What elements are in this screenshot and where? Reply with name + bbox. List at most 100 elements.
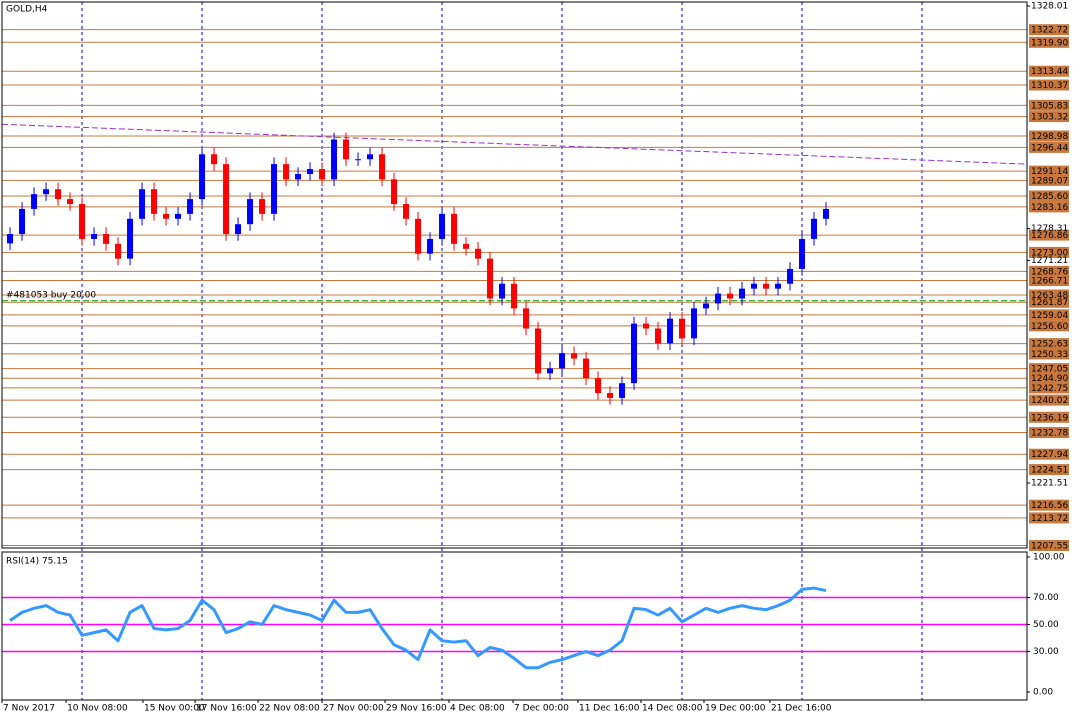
level-label: 1244.90 xyxy=(1031,374,1068,384)
level-label-box xyxy=(1029,372,1069,384)
level-label: 1322.72 xyxy=(1031,26,1068,36)
candle-body xyxy=(703,303,710,309)
x-tick-label: 10 Nov 08:00 xyxy=(67,704,128,714)
candle-body xyxy=(607,393,614,398)
level-label: 1283.16 xyxy=(1031,203,1068,213)
level-label: 1313.44 xyxy=(1031,67,1068,77)
level-label-box xyxy=(1029,499,1069,511)
level-label: 1305.83 xyxy=(1031,101,1068,111)
level-label-box xyxy=(1029,165,1069,177)
candle-body xyxy=(535,328,542,374)
level-label: 1232.78 xyxy=(1031,429,1068,439)
candle-body xyxy=(283,164,290,180)
y-tick-label: 1328.01 xyxy=(1031,1,1068,11)
candle-body xyxy=(43,189,50,195)
level-label: 1227.94 xyxy=(1031,450,1068,460)
level-label-box xyxy=(1029,275,1069,287)
candle-body xyxy=(55,189,62,200)
rsi-window xyxy=(2,586,1027,670)
x-tick-label: 21 Dec 16:00 xyxy=(771,704,832,714)
level-label-box xyxy=(1029,512,1069,524)
level-label-box xyxy=(1029,36,1069,48)
level-label: 1285.60 xyxy=(1031,192,1068,202)
level-label: 1256.60 xyxy=(1031,322,1068,332)
level-label-box xyxy=(1029,24,1069,36)
candle-body xyxy=(811,218,818,239)
level-label-box xyxy=(1029,289,1069,301)
candle-body xyxy=(475,248,482,259)
y-tick-label: 1278.31 xyxy=(1031,224,1068,234)
level-label-box xyxy=(1029,201,1069,213)
level-label-box xyxy=(1029,309,1069,321)
chart-title: GOLD,H4 xyxy=(6,5,48,15)
level-label: 1252.63 xyxy=(1031,340,1068,350)
level-label: 1266.71 xyxy=(1031,277,1068,287)
level-label: 1289.07 xyxy=(1031,176,1068,186)
candle-body xyxy=(67,199,74,205)
candle-body xyxy=(103,234,110,244)
level-label-box xyxy=(1029,246,1069,258)
level-label: 1298.98 xyxy=(1031,132,1068,142)
x-tick-label: 7 Dec 00:00 xyxy=(514,704,569,714)
level-label-box xyxy=(1029,99,1069,111)
candle-body xyxy=(391,179,398,205)
y-tick-label: 50.00 xyxy=(1033,620,1059,630)
candle-body xyxy=(247,199,254,225)
candle-body xyxy=(823,208,830,219)
candle-body xyxy=(463,243,470,249)
candle-body xyxy=(91,234,98,239)
candle-body xyxy=(775,283,782,289)
candle-body xyxy=(655,328,662,344)
level-label: 1291.14 xyxy=(1031,167,1068,177)
x-tick-label: 7 Nov 2017 xyxy=(3,704,55,714)
level-label: 1250.33 xyxy=(1031,350,1068,360)
level-label-box xyxy=(1029,394,1069,406)
x-tick-label: 4 Dec 08:00 xyxy=(450,704,505,714)
candle-body xyxy=(367,154,374,160)
candle-body xyxy=(259,199,266,214)
candle-body xyxy=(799,238,806,269)
x-tick-label: 19 Dec 00:00 xyxy=(705,704,766,714)
candle-body xyxy=(235,224,242,235)
price-frame xyxy=(1,1,1028,549)
candle-body xyxy=(439,213,446,239)
x-tick-label: 27 Nov 00:00 xyxy=(323,704,384,714)
candle-body xyxy=(115,243,122,259)
candle-body xyxy=(319,169,326,180)
candle-body xyxy=(127,218,134,259)
price-window xyxy=(1,2,1069,700)
level-label: 1240.02 xyxy=(1031,396,1068,406)
y-tick-label: 30.00 xyxy=(1033,647,1059,657)
level-label-box xyxy=(1029,411,1069,423)
level-label-box xyxy=(1029,338,1069,350)
y-tick-label: 70.00 xyxy=(1033,593,1059,603)
x-tick-label: 15 Nov 00:00 xyxy=(144,704,205,714)
candle-body xyxy=(679,318,686,339)
level-label-box xyxy=(1029,229,1069,241)
y-tick-label: 100.00 xyxy=(1033,552,1065,562)
candle-body xyxy=(715,293,722,304)
candle-body xyxy=(211,154,218,165)
candle-body xyxy=(523,308,530,329)
candle-body xyxy=(307,169,314,174)
level-label: 1247.05 xyxy=(1031,365,1068,375)
candle-body xyxy=(427,238,434,254)
level-label: 1236.19 xyxy=(1031,413,1068,423)
level-label: 1261.87 xyxy=(1031,298,1068,308)
x-tick-label: 14 Dec 08:00 xyxy=(642,704,703,714)
candle-body xyxy=(751,283,758,289)
candle-body xyxy=(355,159,362,161)
level-label: 1213.72 xyxy=(1031,514,1068,524)
level-label: 1216.56 xyxy=(1031,501,1068,511)
candle-body xyxy=(187,199,194,214)
level-label-box xyxy=(1029,427,1069,439)
level-label: 1259.04 xyxy=(1031,311,1068,321)
x-tick-label: 17 Nov 16:00 xyxy=(196,704,257,714)
candle-body xyxy=(739,288,746,299)
level-label: 1273.00 xyxy=(1031,248,1068,258)
candle-body xyxy=(763,283,770,289)
level-label-box xyxy=(1029,540,1069,552)
candle-body xyxy=(499,283,506,299)
level-label-box xyxy=(1029,111,1069,123)
